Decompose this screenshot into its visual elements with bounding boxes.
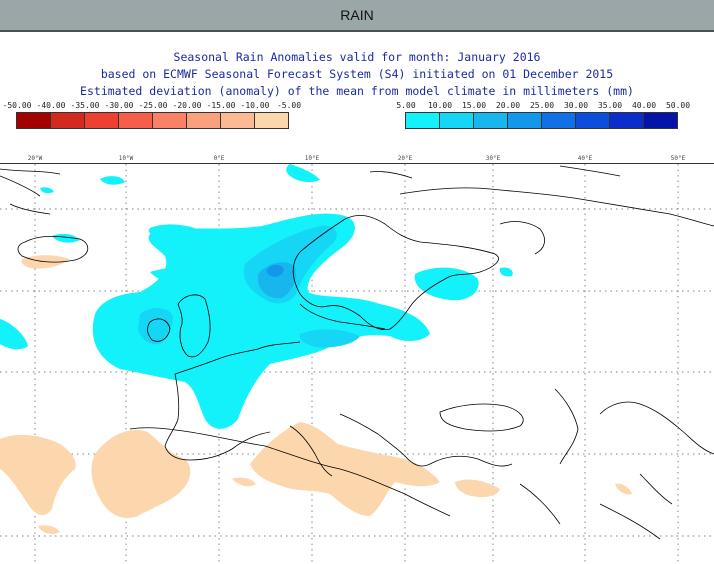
longitude-label: 10°W <box>118 155 134 162</box>
anomaly-russia <box>499 267 513 277</box>
legend-negative-tick-8: -5.00 <box>276 101 302 110</box>
anomaly-norway-level-4 <box>266 264 284 277</box>
anomaly-atlantic-west <box>0 319 28 350</box>
coastline-iceland <box>17 235 89 263</box>
longitude-label: 10°E <box>304 155 320 162</box>
anomaly-middle-east <box>455 479 500 498</box>
anomaly-uk-level-2 <box>138 308 173 345</box>
page-title: RAIN <box>340 7 374 23</box>
legend-negative-swatch-4 <box>152 112 187 129</box>
legend-negative-tick-2: -35.00 <box>70 101 100 110</box>
anomaly-baltic-level-2 <box>299 329 360 348</box>
coastline-baltic <box>299 303 386 330</box>
legend-negative-tick-7: -10.00 <box>240 101 270 110</box>
legend-positive-swatch-7 <box>643 112 678 129</box>
legend-negative-tick-5: -20.00 <box>172 101 202 110</box>
legend-positive-tick-4: 25.00 <box>529 101 555 110</box>
coastlines <box>0 165 714 540</box>
positive-anomaly-level-4 <box>266 264 284 277</box>
header-bar: RAIN <box>0 0 714 32</box>
legend-negative-tick-4: -25.00 <box>138 101 168 110</box>
anomaly-iberia-coast <box>232 477 256 487</box>
legend-positive-tick-2: 15.00 <box>461 101 487 110</box>
legend-positive-tick-0: 5.00 <box>396 101 416 110</box>
legend-positive-tick-1: 10.00 <box>427 101 453 110</box>
anomaly-greenland-east <box>100 176 125 185</box>
coastline-ireland <box>147 318 171 342</box>
longitude-label: 20°W <box>27 155 43 162</box>
coastline-balkans <box>339 413 431 467</box>
legend-negative-swatch-0 <box>16 112 51 129</box>
anomaly-iceland-west <box>52 233 80 243</box>
legend-negative-tick-6: -15.00 <box>206 101 236 110</box>
legend-positive-tick-3: 20.00 <box>495 101 521 110</box>
legend-positive-swatch-3 <box>507 112 542 129</box>
coastline-east-basin <box>599 401 714 455</box>
legend-positive-swatch-1 <box>439 112 474 129</box>
anomaly-iceland <box>148 224 200 240</box>
coastline-greenland <box>0 175 51 215</box>
longitude-labels: 20°W 10°W 0°E 10°E 20°E 30°E 40°E 50°E <box>0 155 714 163</box>
legend-negative-swatch-7 <box>254 112 289 129</box>
longitude-label: 0°E <box>213 155 225 162</box>
anomaly-mid-north <box>150 266 218 285</box>
anomaly-atlantic-south <box>38 525 60 534</box>
anomaly-north-africa-west <box>0 434 76 516</box>
legend-positive-tick-7: 40.00 <box>631 101 657 110</box>
coastline-caspian <box>554 388 579 465</box>
anomaly-mediterranean <box>250 422 440 516</box>
legend-negative-swatch-1 <box>50 112 85 129</box>
negative-anomaly-areas <box>0 255 632 534</box>
coastline-europe-west <box>164 341 301 461</box>
longitude-label: 20°E <box>397 155 413 162</box>
legend-positive-swatch-4 <box>541 112 576 129</box>
title-line-1: Seasonal Rain Anomalies valid for month:… <box>173 50 541 64</box>
legend-positive-tick-6: 35.00 <box>597 101 623 110</box>
title-line-3: Estimated deviation (anomaly) of the mea… <box>80 84 634 98</box>
legend-negative-tick-0: -50.00 <box>2 101 32 110</box>
legend-negative-swatch-5 <box>186 112 221 129</box>
coastline-turkey <box>429 455 513 467</box>
coastline-russia-north <box>399 187 714 227</box>
longitude-label: 30°E <box>485 155 501 162</box>
coastline-persian-gulf <box>639 473 673 505</box>
title-line-2: based on ECMWF Seasonal Forecast System … <box>100 67 614 81</box>
anomaly-north-africa-central <box>91 430 191 519</box>
legend-positive-tick-5: 30.00 <box>563 101 589 110</box>
positive-anomaly-areas <box>0 164 513 429</box>
coastline-british-isles <box>177 294 211 358</box>
legend-positive-swatch-2 <box>473 112 508 129</box>
legend-negative: -50.00 -40.00 -35.00 -30.00 -25.00 -20.00 -15.… <box>3 101 301 129</box>
anomaly-small-east <box>615 483 632 495</box>
legend-negative-tick-3: -30.00 <box>104 101 134 110</box>
longitude-label: 40°E <box>577 155 593 162</box>
legend-positive-swatch-6 <box>609 112 644 129</box>
anomaly-greenland-south <box>40 187 54 194</box>
legend-positive: 5.00 10.00 15.00 20.00 25.00 30.00 35.00 40.00 5… <box>396 101 690 129</box>
coastline-black-sea <box>439 403 524 432</box>
legend-positive-tick-8: 50.00 <box>665 101 691 110</box>
legend-positive-swatch-5 <box>575 112 610 129</box>
anomaly-arctic <box>286 164 320 183</box>
anomaly-map <box>0 163 714 564</box>
coastline-arctic-islands <box>0 165 621 179</box>
chart-titles: Seasonal Rain Anomalies valid for month:… <box>0 49 714 100</box>
coastline-arabia <box>519 483 661 540</box>
longitude-label: 50°E <box>670 155 686 162</box>
anomaly-scandinavia-east <box>414 267 479 301</box>
coastline-white-sea <box>499 221 545 255</box>
coastline-italy <box>289 425 333 477</box>
coastline-north-africa <box>129 427 451 517</box>
legend-positive-swatch-0 <box>405 112 440 129</box>
coastline-scandinavia <box>292 214 499 331</box>
legend-negative-swatch-2 <box>84 112 119 129</box>
legend-negative-swatch-6 <box>220 112 255 129</box>
legend-negative-swatch-3 <box>118 112 153 129</box>
legend-negative-tick-1: -40.00 <box>36 101 66 110</box>
